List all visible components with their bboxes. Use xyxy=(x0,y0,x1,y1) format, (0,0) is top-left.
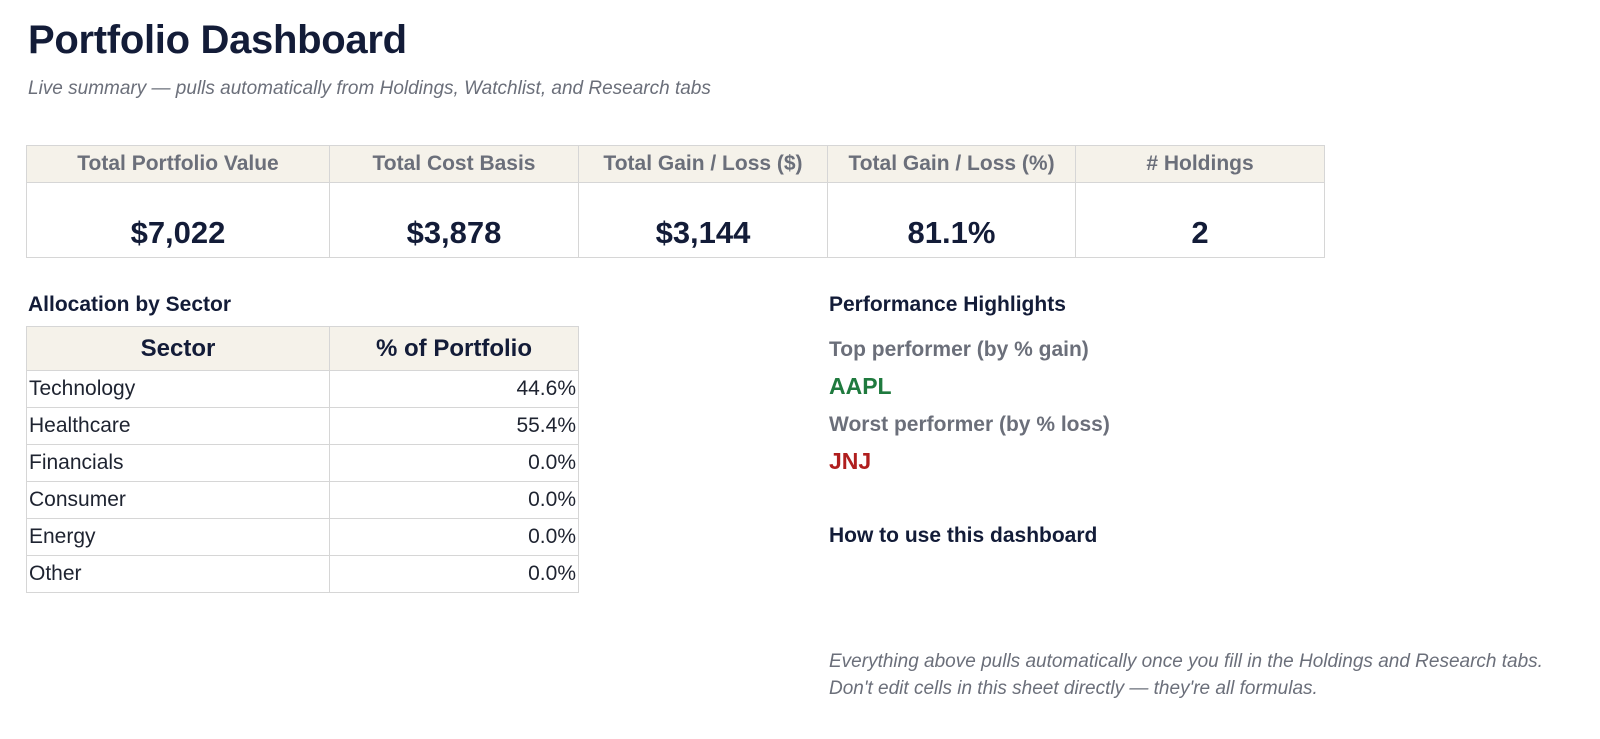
sector-percent[interactable]: 44.6% xyxy=(329,370,579,408)
allocation-table: Sector % of Portfolio Technology 44.6% H… xyxy=(26,326,579,593)
table-row: Consumer 0.0% xyxy=(26,481,579,519)
sector-name[interactable]: Financials xyxy=(26,444,330,482)
performance-title: Performance Highlights xyxy=(829,293,1066,316)
table-row: Energy 0.0% xyxy=(26,518,579,556)
kpi-value-cost-basis[interactable]: $3,878 xyxy=(329,182,579,258)
kpi-label-gain-loss-dollars[interactable]: Total Gain / Loss ($) xyxy=(578,145,828,183)
table-row: Financials 0.0% xyxy=(26,444,579,482)
kpi-value-gain-loss-percent[interactable]: 81.1% xyxy=(827,182,1076,258)
sector-name[interactable]: Energy xyxy=(26,518,330,556)
kpi-value-total-value[interactable]: $7,022 xyxy=(26,182,330,258)
howto-note: Everything above pulls automatically onc… xyxy=(829,651,1543,699)
allocation-title: Allocation by Sector xyxy=(28,293,232,316)
table-row: Technology 44.6% xyxy=(26,370,579,408)
allocation-col-sector[interactable]: Sector xyxy=(26,326,330,371)
kpi-summary-table: Total Portfolio Value Total Cost Basis T… xyxy=(26,145,1325,258)
kpi-label-holdings-count[interactable]: # Holdings xyxy=(1075,145,1325,183)
kpi-value-holdings-count[interactable]: 2 xyxy=(1075,182,1325,258)
kpi-label-cost-basis[interactable]: Total Cost Basis xyxy=(329,145,579,183)
table-row: Other 0.0% xyxy=(26,555,579,593)
sector-percent[interactable]: 55.4% xyxy=(329,407,579,445)
allocation-col-percent[interactable]: % of Portfolio xyxy=(329,326,579,371)
sector-name[interactable]: Consumer xyxy=(26,481,330,519)
kpi-value-row: $7,022 $3,878 $3,144 81.1% 2 xyxy=(26,182,1325,258)
top-performer-label: Top performer (by % gain) xyxy=(829,338,1089,361)
table-row: Healthcare 55.4% xyxy=(26,407,579,445)
sector-percent[interactable]: 0.0% xyxy=(329,518,579,556)
page-subtitle: Live summary — pulls automatically from … xyxy=(28,78,711,99)
kpi-value-gain-loss-dollars[interactable]: $3,144 xyxy=(578,182,828,258)
sector-name[interactable]: Technology xyxy=(26,370,330,408)
sector-percent[interactable]: 0.0% xyxy=(329,444,579,482)
sector-name[interactable]: Healthcare xyxy=(26,407,330,445)
worst-performer-ticker[interactable]: JNJ xyxy=(829,448,872,474)
kpi-header-row: Total Portfolio Value Total Cost Basis T… xyxy=(26,145,1325,183)
sector-percent[interactable]: 0.0% xyxy=(329,481,579,519)
kpi-label-total-value[interactable]: Total Portfolio Value xyxy=(26,145,330,183)
kpi-label-gain-loss-percent[interactable]: Total Gain / Loss (%) xyxy=(827,145,1076,183)
top-performer-ticker[interactable]: AAPL xyxy=(829,373,892,399)
worst-performer-label: Worst performer (by % loss) xyxy=(829,413,1110,436)
page-title: Portfolio Dashboard xyxy=(28,18,407,62)
sector-percent[interactable]: 0.0% xyxy=(329,555,579,593)
howto-title: How to use this dashboard xyxy=(829,524,1098,547)
allocation-header-row: Sector % of Portfolio xyxy=(26,326,579,371)
sector-name[interactable]: Other xyxy=(26,555,330,593)
